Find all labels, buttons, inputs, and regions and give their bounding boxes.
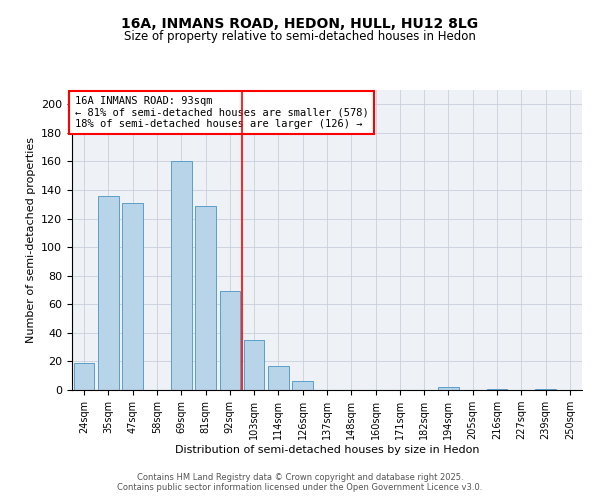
Bar — [122, 203, 143, 390]
Bar — [74, 363, 94, 390]
Bar — [244, 340, 265, 390]
Bar — [438, 387, 459, 390]
Y-axis label: Number of semi-detached properties: Number of semi-detached properties — [26, 137, 35, 343]
X-axis label: Distribution of semi-detached houses by size in Hedon: Distribution of semi-detached houses by … — [175, 445, 479, 455]
Text: Size of property relative to semi-detached houses in Hedon: Size of property relative to semi-detach… — [124, 30, 476, 43]
Bar — [195, 206, 216, 390]
Bar — [268, 366, 289, 390]
Bar — [220, 292, 240, 390]
Text: 16A INMANS ROAD: 93sqm
← 81% of semi-detached houses are smaller (578)
18% of se: 16A INMANS ROAD: 93sqm ← 81% of semi-det… — [74, 96, 368, 129]
Bar — [171, 162, 191, 390]
Bar — [535, 388, 556, 390]
Bar — [487, 388, 508, 390]
Text: 16A, INMANS ROAD, HEDON, HULL, HU12 8LG: 16A, INMANS ROAD, HEDON, HULL, HU12 8LG — [121, 18, 479, 32]
Text: Contains HM Land Registry data © Crown copyright and database right 2025.
Contai: Contains HM Land Registry data © Crown c… — [118, 473, 482, 492]
Bar — [292, 382, 313, 390]
Bar — [98, 196, 119, 390]
